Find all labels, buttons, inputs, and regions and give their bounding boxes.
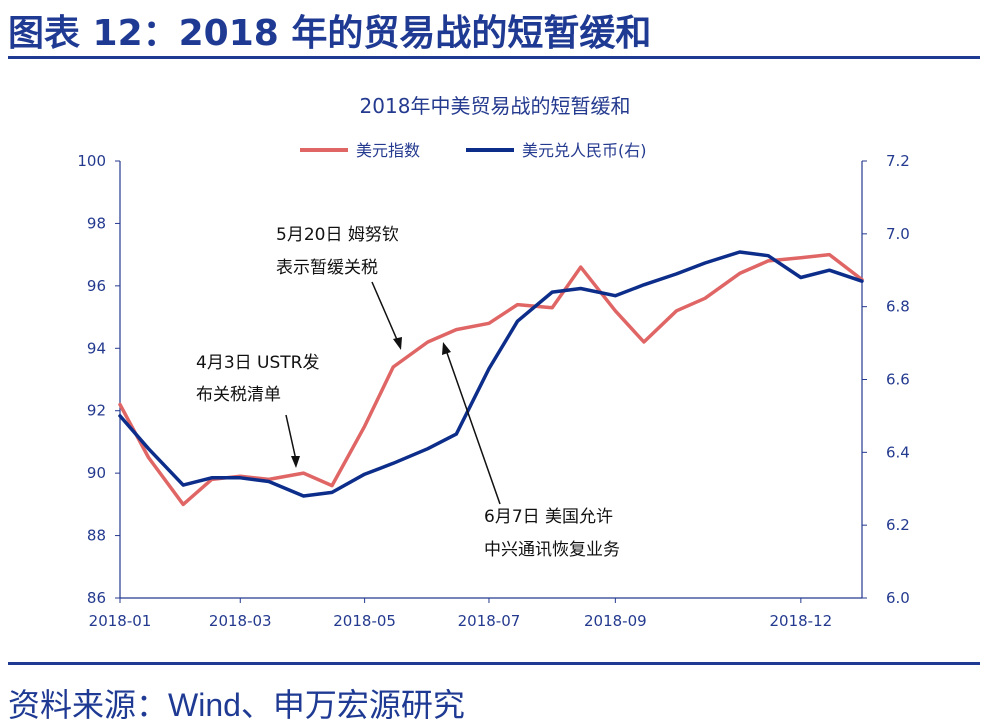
right-tick-label: 7.2 [886, 152, 910, 170]
left-tick-label: 94 [87, 339, 106, 357]
annotations: 4月3日 USTR发 布关税清单 5月20日 姆努钦 表示暂缓关税 6月7日 美… [196, 225, 620, 560]
x-tick-label: 2018-05 [333, 612, 396, 630]
source-rule [8, 662, 980, 665]
annotation-apr3-line2: 布关税清单 [196, 385, 281, 405]
chart-title: 2018年中美贸易战的短暂缓和 [360, 94, 631, 118]
legend-label-usd-index: 美元指数 [356, 141, 420, 160]
x-tick-label: 2018-01 [89, 612, 152, 630]
annotation-may20-line1: 5月20日 姆努钦 [276, 225, 399, 245]
left-tick-label: 86 [87, 589, 106, 607]
legend-label-usdcny: 美元兑人民币(右) [522, 141, 647, 160]
left-tick-label: 96 [87, 277, 106, 295]
right-tick-label: 6.4 [886, 443, 910, 461]
usdcny-line [118, 250, 864, 498]
annotation-may20-arrowhead [393, 337, 402, 350]
right-tick-label: 7.0 [886, 225, 910, 243]
left-tick-label: 98 [87, 214, 106, 232]
annotation-may20-arrow [371, 281, 399, 343]
left-tick-label: 100 [77, 152, 106, 170]
series-lines [118, 250, 864, 507]
annotation-jun7-arrowhead [442, 342, 451, 355]
title-rule [8, 56, 980, 59]
x-tick-label: 2018-12 [770, 612, 833, 630]
x-tick-label: 2018-09 [584, 612, 647, 630]
usd-index-line [118, 252, 864, 507]
annotation-jun7-line1: 6月7日 美国允许 [484, 507, 613, 527]
left-tick-label: 92 [87, 402, 106, 420]
line-chart: 2018年中美贸易战的短暂缓和 美元指数 美元兑人民币(右) 100 98 96 94… [77, 94, 910, 630]
right-tick-label: 6.0 [886, 589, 910, 607]
annotation-apr3-line1: 4月3日 USTR发 [196, 353, 319, 373]
x-tick-label: 2018-03 [209, 612, 272, 630]
right-tick-label: 6.2 [886, 516, 910, 534]
annotation-apr3-arrow [285, 414, 297, 461]
left-tick-label: 88 [87, 527, 106, 545]
x-tick-label: 2018-07 [458, 612, 521, 630]
annotation-jun7-line2: 中兴通讯恢复业务 [484, 540, 620, 560]
annotation-apr3-arrowhead [291, 456, 300, 468]
figure-title: 图表 12：2018 年的贸易战的短暂缓和 [8, 13, 652, 54]
annotation-may20-line2: 表示暂缓关税 [276, 258, 378, 278]
source-note: 资料来源：Wind、申万宏源研究 [8, 687, 465, 723]
left-tick-label: 90 [87, 464, 106, 482]
right-tick-label: 6.8 [886, 298, 910, 316]
annotation-jun7-arrow [445, 349, 501, 505]
legend: 美元指数 美元兑人民币(右) [300, 141, 647, 160]
axes: 100 98 96 94 92 90 88 86 7.2 7.0 6.8 6.6 6.4 6.2 6.0 20… [77, 152, 910, 630]
right-tick-label: 6.6 [886, 371, 910, 389]
